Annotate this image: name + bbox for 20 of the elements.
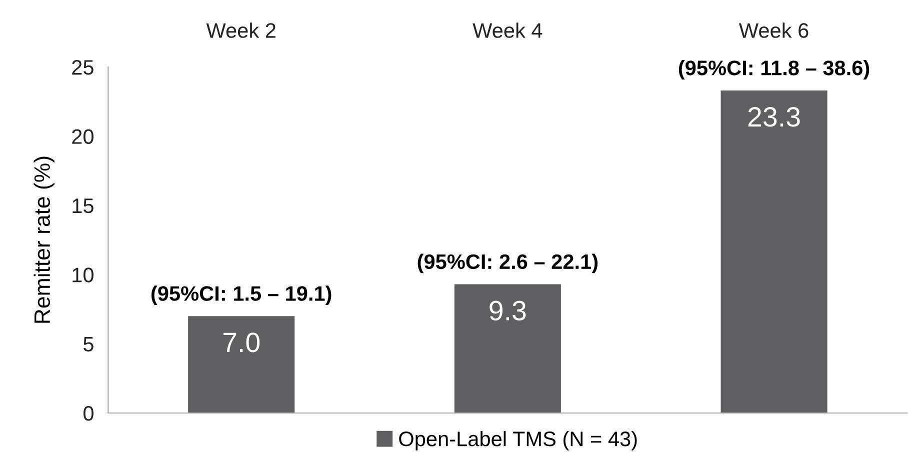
bar bbox=[454, 284, 561, 413]
y-tick-label: 15 bbox=[72, 198, 94, 214]
data-label: 7.0 bbox=[223, 332, 260, 352]
x-tick-label: Week 2 bbox=[206, 22, 276, 38]
bar bbox=[188, 316, 295, 413]
x-tick-label: Week 6 bbox=[738, 22, 808, 38]
annotation: (95%CI: 2.6 – 22.1) bbox=[418, 254, 598, 274]
y-tick-label: 5 bbox=[84, 337, 94, 352]
y-tick-label: 25 bbox=[72, 60, 94, 75]
bar bbox=[720, 90, 828, 413]
y-tick-label: 20 bbox=[72, 129, 94, 144]
data-label: 23.3 bbox=[748, 107, 800, 127]
y-axis-title: Remitter rate (%) bbox=[34, 156, 54, 323]
annotation: (95%CI: 1.5 – 19.1) bbox=[151, 286, 332, 306]
data-label: 9.3 bbox=[490, 300, 526, 320]
y-tick-label: 10 bbox=[72, 268, 94, 282]
x-tick-label: Week 4 bbox=[472, 22, 542, 38]
legend-label: Open-Label TMS (N = 43) bbox=[399, 431, 637, 450]
y-tick-label: 0 bbox=[84, 406, 94, 421]
annotation: (95%CI: 11.8 – 38.6) bbox=[678, 60, 870, 80]
